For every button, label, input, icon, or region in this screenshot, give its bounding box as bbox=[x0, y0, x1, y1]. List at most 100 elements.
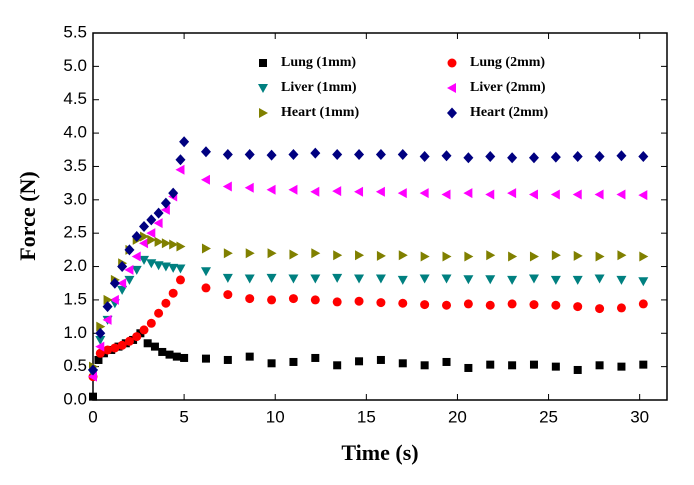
data-point bbox=[154, 308, 164, 318]
data-point bbox=[158, 347, 167, 356]
data-point bbox=[595, 361, 604, 370]
data-point bbox=[397, 275, 408, 285]
data-point bbox=[550, 189, 560, 200]
data-point bbox=[154, 236, 164, 247]
legend-label: Liver (1mm) bbox=[281, 80, 357, 95]
data-point bbox=[124, 275, 135, 285]
data-point bbox=[572, 275, 583, 285]
data-point bbox=[311, 353, 320, 362]
data-point bbox=[139, 255, 150, 265]
data-point bbox=[147, 234, 157, 245]
data-point bbox=[245, 294, 255, 304]
data-point bbox=[463, 152, 474, 164]
data-point bbox=[375, 186, 385, 197]
data-point bbox=[96, 321, 106, 332]
data-point bbox=[176, 241, 186, 252]
x-tick-label: 25 bbox=[539, 407, 558, 426]
data-point bbox=[223, 248, 233, 259]
data-point bbox=[153, 261, 164, 271]
data-point bbox=[200, 174, 210, 185]
data-point bbox=[160, 197, 171, 209]
data-point bbox=[131, 231, 142, 243]
data-point bbox=[376, 250, 386, 261]
data-point bbox=[595, 251, 605, 262]
data-point bbox=[397, 148, 408, 160]
data-point bbox=[179, 136, 190, 148]
data-point bbox=[160, 262, 171, 272]
data-point bbox=[332, 273, 343, 283]
data-point bbox=[617, 362, 626, 371]
data-point bbox=[146, 259, 157, 269]
legend-marker bbox=[259, 108, 268, 118]
data-point bbox=[117, 278, 127, 289]
data-point bbox=[139, 221, 150, 233]
data-point bbox=[266, 149, 277, 161]
data-point bbox=[375, 148, 386, 160]
data-point bbox=[464, 363, 473, 372]
legend-label: Lung (1mm) bbox=[281, 55, 356, 70]
data-point bbox=[376, 298, 386, 308]
data-point bbox=[441, 274, 452, 284]
data-point bbox=[441, 189, 451, 200]
data-point bbox=[507, 275, 518, 285]
legend-marker bbox=[258, 84, 268, 93]
data-point bbox=[573, 250, 583, 261]
data-point bbox=[486, 250, 496, 261]
data-point bbox=[88, 371, 97, 382]
data-point bbox=[169, 239, 179, 250]
data-point bbox=[419, 150, 430, 162]
data-point bbox=[354, 186, 364, 197]
data-point bbox=[508, 251, 518, 262]
data-point bbox=[168, 187, 179, 199]
data-point bbox=[165, 350, 174, 359]
data-point bbox=[267, 359, 276, 368]
data-point bbox=[485, 300, 495, 310]
data-point bbox=[117, 340, 127, 350]
data-point bbox=[529, 251, 539, 262]
plot-frame bbox=[92, 32, 668, 401]
data-point bbox=[102, 301, 113, 313]
data-point bbox=[136, 329, 145, 338]
data-point bbox=[143, 339, 152, 348]
data-point bbox=[175, 164, 185, 175]
data-point bbox=[172, 352, 181, 361]
data-point bbox=[124, 264, 134, 275]
legend-label: Lung (2mm) bbox=[470, 55, 545, 70]
data-point bbox=[289, 249, 299, 260]
data-point bbox=[146, 228, 156, 239]
data-point bbox=[355, 250, 365, 261]
data-point bbox=[161, 298, 171, 308]
data-point bbox=[420, 300, 430, 310]
data-point bbox=[94, 355, 103, 364]
y-tick-label: 1.5 bbox=[63, 289, 87, 308]
data-point bbox=[109, 277, 120, 289]
data-point bbox=[223, 290, 233, 300]
data-point bbox=[616, 150, 627, 162]
data-point bbox=[310, 274, 321, 284]
data-point bbox=[117, 261, 128, 273]
data-point bbox=[507, 299, 517, 309]
data-point bbox=[551, 250, 561, 261]
data-point bbox=[288, 184, 298, 195]
data-point bbox=[420, 251, 430, 262]
x-tick-label: 10 bbox=[266, 407, 285, 426]
data-point bbox=[529, 360, 538, 369]
data-point bbox=[244, 182, 254, 193]
data-point bbox=[463, 299, 473, 309]
legend-label: Heart (1mm) bbox=[281, 105, 359, 120]
data-point bbox=[550, 275, 561, 285]
data-point bbox=[354, 274, 365, 284]
data-point bbox=[616, 189, 626, 200]
data-point bbox=[354, 296, 364, 306]
data-point bbox=[572, 150, 583, 162]
data-point bbox=[573, 302, 583, 312]
data-point bbox=[442, 251, 452, 262]
data-point bbox=[550, 151, 561, 163]
data-point bbox=[333, 250, 343, 261]
y-tick-label: 2.0 bbox=[63, 256, 87, 275]
data-point bbox=[551, 300, 561, 310]
data-point bbox=[89, 392, 97, 401]
x-axis-label: Time (s) bbox=[341, 440, 418, 465]
data-point bbox=[117, 285, 128, 295]
data-point bbox=[485, 189, 495, 200]
